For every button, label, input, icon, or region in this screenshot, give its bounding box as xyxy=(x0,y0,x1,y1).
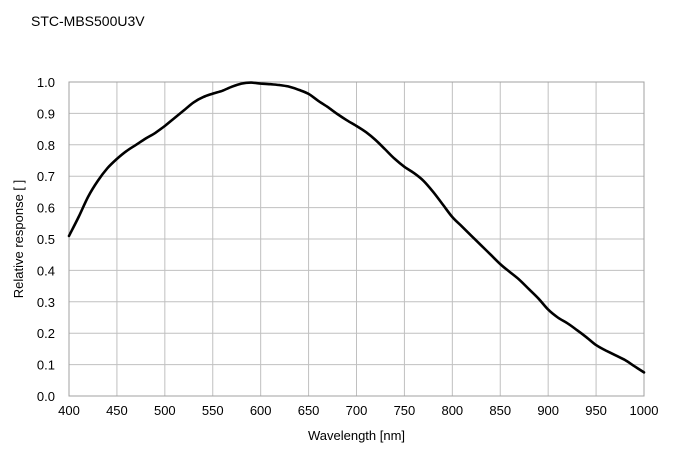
y-tick-label: 0.0 xyxy=(37,389,55,404)
y-tick-label: 0.2 xyxy=(37,326,55,341)
response-curve-line xyxy=(67,81,646,374)
x-tick-label: 850 xyxy=(489,403,511,418)
x-tick-label: 1000 xyxy=(630,403,659,418)
grid xyxy=(68,81,645,397)
y-tick-label: 0.8 xyxy=(37,138,55,153)
x-tick-label: 400 xyxy=(58,403,80,418)
y-tick-label: 0.6 xyxy=(37,201,55,216)
x-tick-label: 700 xyxy=(346,403,368,418)
x-tick-label: 800 xyxy=(441,403,463,418)
x-tick-label: 750 xyxy=(394,403,416,418)
x-tick-label: 950 xyxy=(585,403,607,418)
y-tick-label: 0.9 xyxy=(37,106,55,121)
y-tick-label: 1.0 xyxy=(37,75,55,90)
x-tick-label: 600 xyxy=(250,403,272,418)
plot-frame xyxy=(68,81,645,397)
x-tick-label: 650 xyxy=(298,403,320,418)
y-tick-label: 0.7 xyxy=(37,169,55,184)
x-tick-label: 450 xyxy=(106,403,128,418)
tick-labels: 400 450 500 550 600 650 700 750 800 850 900 950 1000… xyxy=(37,75,659,418)
x-tick-label: 550 xyxy=(202,403,224,418)
x-tick-label: 500 xyxy=(154,403,176,418)
page-title: STC-MBS500U3V xyxy=(31,13,145,29)
x-tick-label: 900 xyxy=(537,403,559,418)
y-tick-label: 0.3 xyxy=(37,295,55,310)
y-tick-label: 0.1 xyxy=(37,358,55,373)
y-tick-label: 0.4 xyxy=(37,263,55,278)
y-axis-title: Relative response [ ] xyxy=(11,180,26,299)
x-axis-title: Wavelength [nm] xyxy=(308,428,405,443)
series-layer xyxy=(67,81,646,374)
y-tick-label: 0.5 xyxy=(37,232,55,247)
